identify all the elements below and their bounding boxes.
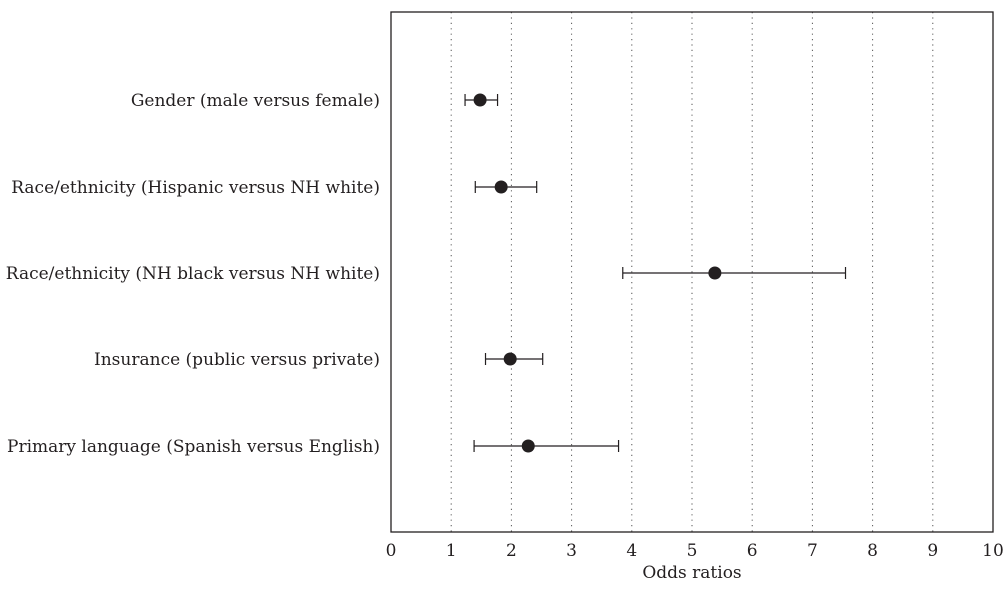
- row-label: Primary language (Spanish versus English…: [7, 437, 380, 457]
- x-tick-label: 3: [566, 541, 577, 561]
- x-axis-title: Odds ratios: [642, 563, 741, 583]
- grid-lines: [450, 12, 934, 532]
- x-tick-label: 9: [927, 541, 938, 561]
- forest-row: Primary language (Spanish versus English…: [7, 437, 620, 457]
- forest-row: Race/ethnicity (Hispanic versus NH white…: [11, 178, 538, 198]
- row-label: Insurance (public versus private): [94, 350, 380, 370]
- row-label: Race/ethnicity (Hispanic versus NH white…: [11, 178, 380, 198]
- forest-row: Gender (male versus female): [131, 91, 499, 111]
- odds-ratio-point: [708, 266, 722, 280]
- x-tick-label: 8: [867, 541, 878, 561]
- forest-row: Insurance (public versus private): [94, 350, 544, 370]
- x-tick-label: 1: [446, 541, 457, 561]
- odds-ratio-point: [473, 93, 487, 107]
- x-axis: 0 1 2 3 4 5 6 7 8 9 10: [386, 541, 1003, 561]
- row-label: Gender (male versus female): [131, 91, 380, 111]
- x-tick-label: 5: [687, 541, 698, 561]
- data-rows: Gender (male versus female) Race/ethnicit…: [6, 91, 847, 457]
- odds-ratio-point: [503, 352, 517, 366]
- odds-ratio-point: [494, 180, 508, 194]
- forest-row: Race/ethnicity (NH black versus NH white…: [6, 264, 847, 284]
- x-tick-label: 6: [747, 541, 758, 561]
- odds-ratio-point: [521, 439, 535, 453]
- x-tick-label: 2: [506, 541, 517, 561]
- plot-frame: [390, 11, 994, 533]
- x-tick-label: 4: [626, 541, 637, 561]
- x-tick-label: 0: [386, 541, 397, 561]
- x-tick-label: 7: [807, 541, 818, 561]
- x-tick-label: 10: [982, 541, 1003, 561]
- row-label: Race/ethnicity (NH black versus NH white…: [6, 264, 380, 284]
